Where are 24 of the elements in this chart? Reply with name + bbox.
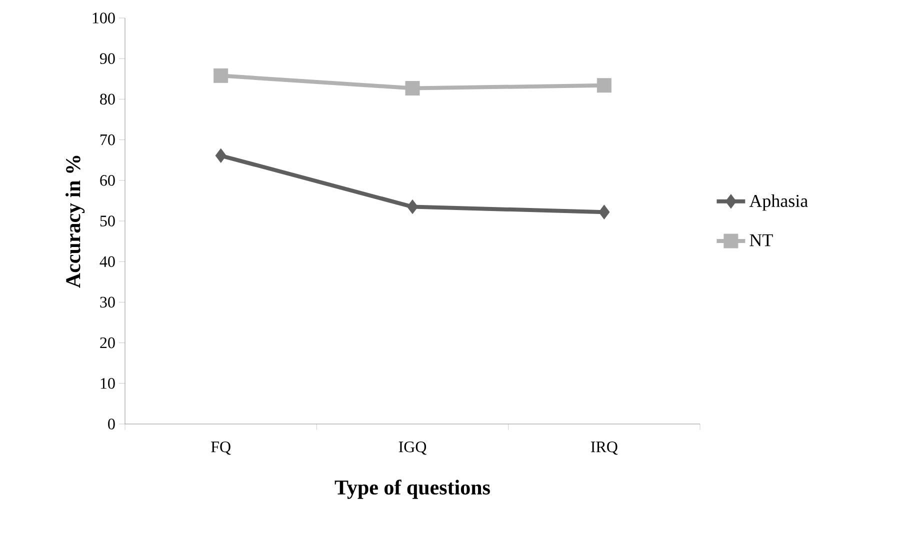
x-tick-label: IRQ (590, 442, 618, 455)
y-tick-label: 50 (100, 216, 115, 226)
point (405, 80, 420, 96)
legend-label: NT (750, 234, 773, 246)
point (596, 78, 612, 93)
y-tick-label: 40 (100, 256, 115, 267)
y-tick-label: 10 (100, 378, 115, 389)
y-tick-label: 20 (100, 337, 115, 348)
y-axis-title: Accuracy in % (66, 156, 85, 288)
y-tick-label: 70 (100, 134, 115, 146)
x-axis-title: Type of questions (334, 480, 490, 499)
y-tick-label: 30 (100, 296, 115, 308)
point (215, 148, 226, 163)
y-tick-label: 100 (92, 12, 115, 24)
y-tick-label: 90 (100, 53, 115, 64)
y-tick-label: 0 (108, 418, 115, 430)
x-tick-label: IGQ (398, 442, 426, 455)
legend-label: Aphasia (749, 194, 808, 211)
x-tick-label: FQ (211, 442, 231, 455)
point (598, 204, 610, 220)
y-tick-label: 80 (100, 94, 115, 105)
point (407, 200, 418, 214)
point (214, 68, 228, 83)
y-tick-label: 60 (100, 175, 115, 186)
